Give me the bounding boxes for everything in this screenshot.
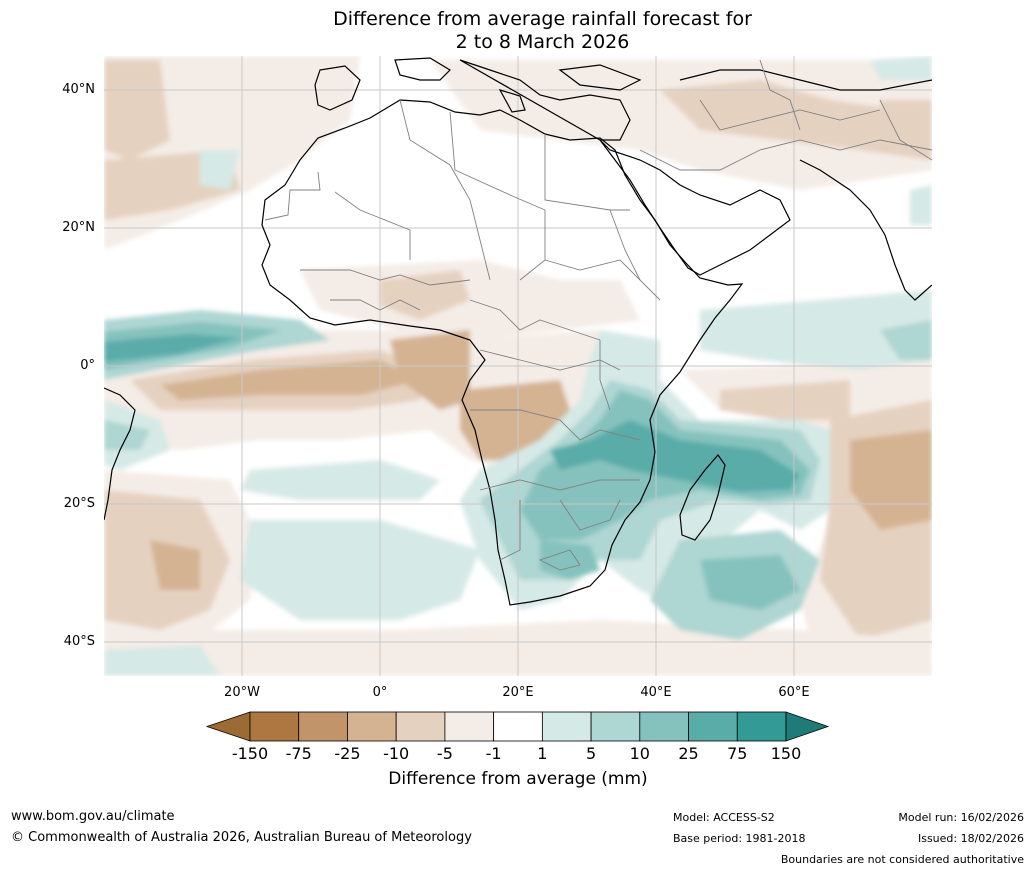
colorbar-tick-label: 1	[537, 744, 548, 763]
colorbar-tick-label: 10	[629, 744, 650, 763]
lon-label-0: 0°	[372, 685, 388, 700]
lat-label-20s: 20°S	[63, 496, 95, 511]
lon-label-60e: 60°E	[778, 685, 810, 700]
colorbar-swatch	[590, 711, 641, 742]
colorbar-tick-label: -75	[285, 744, 312, 763]
coastlines	[104, 57, 932, 606]
colorbar-tick-label: 150	[770, 744, 802, 763]
lon-label-20e: 20°E	[502, 685, 534, 700]
lat-label-equator: 0°	[80, 358, 95, 373]
anomaly-shading	[104, 56, 932, 676]
lat-label-40s: 40°S	[63, 634, 95, 649]
colorbar-swatch	[249, 711, 300, 742]
footer-disclaimer: Boundaries are not considered authoritat…	[780, 853, 1024, 866]
colorbar-tick-label: -150	[231, 744, 269, 763]
lat-label-40n: 40°N	[62, 82, 95, 97]
colorbar-swatch	[298, 711, 348, 742]
footer-website: www.bom.gov.au/climate	[11, 809, 175, 824]
colorbar-title: Difference from average (mm)	[388, 769, 648, 789]
colorbar-swatch	[444, 711, 495, 742]
lon-label-40e: 40°E	[640, 685, 672, 700]
map-title-line1: Difference from average rainfall forecas…	[333, 8, 752, 30]
colorbar-tick-label: -25	[334, 744, 361, 763]
map-gridlines	[104, 56, 932, 676]
footer-model-run: Model run: 16/02/2026	[898, 811, 1024, 824]
colorbar-swatch	[736, 711, 787, 742]
country-borders	[264, 59, 932, 571]
colorbar-tick-label: -5	[436, 744, 453, 763]
lon-label-20w: 20°W	[224, 685, 260, 700]
lat-label-20n: 20°N	[62, 220, 95, 235]
colorbar-swatch	[395, 711, 446, 742]
colorbar-swatch	[688, 711, 738, 742]
map-title: Difference from average rainfall forecas…	[0, 8, 1035, 54]
colorbar-tick-label: -10	[383, 744, 410, 763]
colorbar-tick-label: -1	[485, 744, 502, 763]
footer-issued: Issued: 18/02/2026	[917, 832, 1024, 845]
colorbar-tick-label: 5	[585, 744, 597, 763]
colorbar-extend-low	[205, 711, 251, 742]
colorbar	[205, 711, 830, 742]
footer-copyright: © Commonwealth of Australia 2026, Austra…	[11, 830, 472, 845]
colorbar-swatch	[493, 711, 543, 742]
colorbar-tick-label: 25	[678, 744, 699, 763]
colorbar-swatch	[347, 711, 397, 742]
map-panel	[104, 56, 932, 676]
colorbar-extend-high	[785, 711, 830, 742]
footer-base-period: Base period: 1981-2018	[673, 832, 806, 845]
colorbar-swatch	[639, 711, 689, 742]
colorbar-swatch	[541, 711, 592, 742]
colorbar-tick-label: 75	[727, 744, 748, 763]
map-title-line2: 2 to 8 March 2026	[455, 31, 630, 53]
footer-model: Model: ACCESS-S2	[673, 811, 775, 824]
